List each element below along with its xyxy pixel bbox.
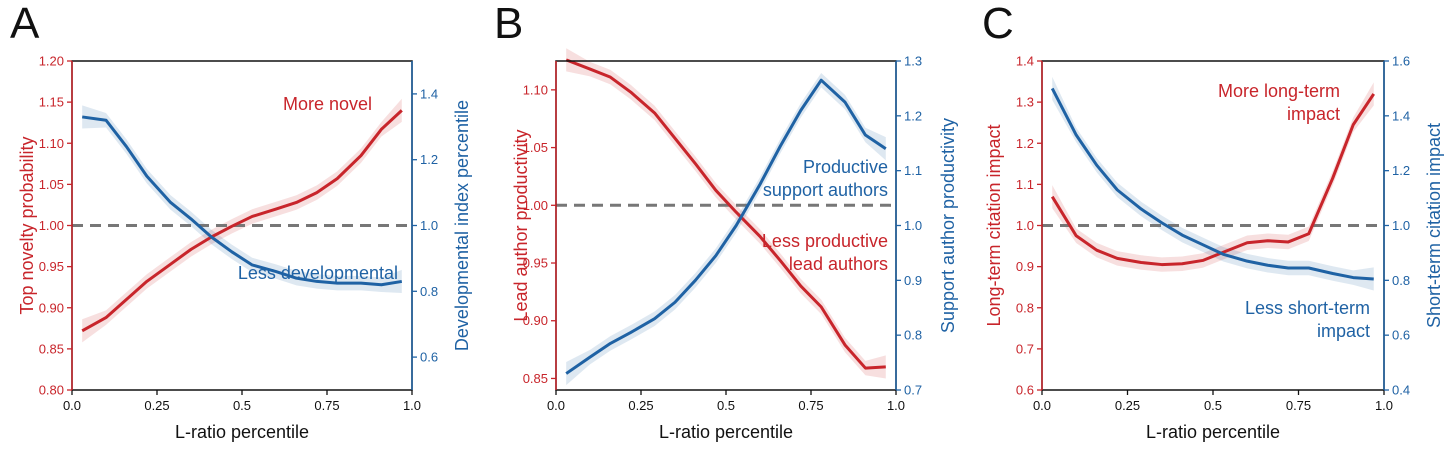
left-tick-label: 0.80: [39, 383, 64, 398]
x-tick-label: 0.25: [628, 398, 653, 413]
right-tick-label: 1.2: [420, 152, 438, 167]
red-series-line: [1050, 93, 1375, 267]
right-axis-title: Developmental index percentile: [452, 100, 472, 351]
left-tick-label: 0.6: [1016, 383, 1034, 398]
left-tick-label: 1.20: [39, 54, 64, 69]
x-tick-label: 0.75: [314, 398, 339, 413]
right-tick-label: 0.8: [1392, 273, 1410, 288]
blue-series-line: [1050, 87, 1374, 281]
x-tick-label: 1.0: [403, 398, 421, 413]
right-tick-label: 1.2: [1392, 163, 1410, 178]
right-tick-label: 1.6: [1392, 54, 1410, 69]
left-tick-label: 0.85: [39, 341, 64, 356]
panel-b: B 0.0 0.25 0.5 0.75 1.0 0.85 0.90 0.95 1.00 1.05 1.…: [494, 0, 958, 442]
x-tick-label: 0.5: [717, 398, 735, 413]
left-tick-label: 0.85: [523, 371, 548, 386]
left-axis-title: Lead author productivity: [511, 129, 531, 321]
x-tick-label: 0.75: [1286, 398, 1311, 413]
x-tick-label: 0.0: [1033, 398, 1051, 413]
x-tick-label: 1.0: [1375, 398, 1393, 413]
right-tick-label: 1.1: [904, 163, 922, 178]
x-tick-label: 0.5: [233, 398, 251, 413]
annotation-red: More long-term: [1218, 81, 1340, 101]
panel-letter: C: [982, 0, 1014, 48]
annotation-blue: impact: [1317, 321, 1370, 341]
left-tick-label: 0.95: [523, 256, 548, 271]
left-tick-label: 1.00: [523, 198, 548, 213]
right-tick-label: 1.4: [1392, 108, 1410, 123]
panel-c: C 0.0 0.25 0.5 0.75 1.0 0.6 0.7 0.8 0.9 1.0 1.1 1.2 1…: [982, 0, 1444, 442]
right-tick-label: 0.7: [904, 383, 922, 398]
x-tick-label: 0.75: [798, 398, 823, 413]
left-tick-label: 1.0: [1016, 218, 1034, 233]
right-tick-label: 0.6: [1392, 328, 1410, 343]
right-tick-label: 0.8: [904, 328, 922, 343]
red-series-band: [566, 48, 886, 379]
right-tick-label: 1.0: [420, 218, 438, 233]
left-axis-title: Top novelty probability: [17, 136, 37, 314]
right-tick-label: 0.9: [904, 273, 922, 288]
blue-series-line: [81, 115, 403, 287]
blue-series-line: [565, 78, 887, 375]
right-tick-label: 1.4: [420, 86, 438, 101]
x-tick-label: 0.25: [1115, 398, 1140, 413]
left-tick-label: 1.2: [1016, 136, 1034, 151]
annotation-blue: Less developmental: [238, 263, 398, 283]
x-axis-title: L-ratio percentile: [1146, 422, 1280, 442]
left-tick-label: 0.9: [1016, 259, 1034, 274]
left-tick-label: 0.7: [1016, 341, 1034, 356]
left-tick-label: 0.95: [39, 259, 64, 274]
left-tick-label: 1.1: [1016, 177, 1034, 192]
panel-letter: A: [10, 0, 40, 48]
left-tick-label: 1.15: [39, 95, 64, 110]
annotation-red: More novel: [283, 94, 372, 114]
left-tick-label: 1.4: [1016, 54, 1034, 69]
x-axis-title: L-ratio percentile: [175, 422, 309, 442]
annotation-red: lead authors: [789, 254, 888, 274]
annotation-blue: Less short-term: [1245, 298, 1370, 318]
right-tick-label: 0.4: [1392, 383, 1410, 398]
annotation-red: impact: [1287, 104, 1340, 124]
x-tick-label: 0.25: [144, 398, 169, 413]
left-tick-label: 1.05: [523, 140, 548, 155]
left-tick-label: 1.05: [39, 177, 64, 192]
right-tick-label: 0.8: [420, 284, 438, 299]
right-tick-label: 1.3: [904, 54, 922, 69]
left-tick-label: 0.90: [523, 313, 548, 328]
red-series-line: [81, 109, 403, 333]
annotation-blue: Productive: [803, 157, 888, 177]
annotation-red: Less productive: [762, 231, 888, 251]
left-tick-label: 0.90: [39, 300, 64, 315]
panel-letter: B: [494, 0, 523, 48]
right-tick-label: 1.0: [904, 218, 922, 233]
left-tick-label: 1.10: [523, 82, 548, 97]
x-axis-title: L-ratio percentile: [659, 422, 793, 442]
left-tick-label: 1.10: [39, 136, 64, 151]
left-tick-label: 1.00: [39, 218, 64, 233]
left-axis-title: Long-term citation impact: [984, 124, 1004, 326]
right-tick-label: 1.2: [904, 108, 922, 123]
blue-series-band: [82, 105, 402, 294]
blue-series-band: [1052, 76, 1374, 291]
right-axis-title: Short-term citation impact: [1424, 123, 1444, 328]
x-tick-label: 0.0: [63, 398, 81, 413]
left-tick-label: 0.8: [1016, 300, 1034, 315]
right-tick-label: 0.6: [420, 350, 438, 365]
x-tick-label: 1.0: [887, 398, 905, 413]
right-tick-label: 1.0: [1392, 218, 1410, 233]
x-tick-label: 0.0: [547, 398, 565, 413]
x-tick-label: 0.5: [1204, 398, 1222, 413]
left-tick-label: 1.3: [1016, 95, 1034, 110]
panel-a: A 0.0 0.25 0.5 0.75 1.0 0.80 0.85 0.90 0.95 1.00 1.…: [10, 0, 472, 442]
annotation-blue: support authors: [763, 180, 888, 200]
red-series-line: [565, 58, 886, 370]
blue-series-band: [566, 72, 886, 386]
right-axis-title: Support author productivity: [938, 118, 958, 333]
